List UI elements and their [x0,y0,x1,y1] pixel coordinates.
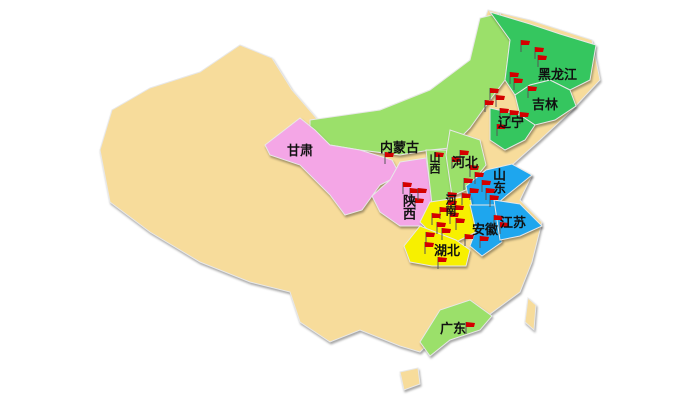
label-hubei: 湖北 [434,244,461,259]
red-flag-icon [449,212,459,224]
red-flag-icon [434,152,444,164]
red-flag-icon [513,78,523,90]
label-jiangsu: 江苏 [500,216,527,231]
red-flag-icon [479,236,489,248]
red-flag-icon [537,55,547,67]
label-gansu: 甘肃 [287,144,314,159]
red-flag-icon [431,213,441,225]
red-flag-icon [520,40,530,52]
taiwan [524,297,537,332]
label-guangdong: 广东 [440,322,467,337]
red-flag-icon [509,110,519,122]
red-flag-icon [499,108,509,120]
red-flag-icon [414,198,424,210]
red-flag-icon [534,47,544,59]
red-flag-icon [461,193,471,205]
region-guangdong[interactable] [419,299,493,357]
red-flag-icon [481,180,491,192]
region-jiangsu[interactable] [493,199,543,241]
label-jilin: 吉林 [532,98,559,113]
red-flag-icon [384,152,394,164]
red-flag-icon [464,234,474,246]
red-flag-icon [409,188,419,200]
label-liaoning: 辽宁 [498,116,525,131]
red-flag-icon [519,112,529,124]
red-flag-icon [417,188,427,200]
red-flag-icon [509,72,519,84]
region-hubei[interactable] [403,225,471,267]
red-flag-icon [436,222,446,234]
label-henan: 河南 [444,194,457,216]
red-flag-icon [489,195,499,207]
region-hebei[interactable] [445,129,487,197]
red-flag-icon [459,150,469,162]
label-shanxi: 山西 [428,152,441,174]
red-flag-icon [424,242,434,254]
label-heilongjiang: 黑龙江 [538,68,578,83]
red-flag-icon [485,188,495,200]
red-flag-icon [441,228,451,240]
flag-markers [384,40,547,334]
red-flag-icon [437,257,447,269]
red-flag-icon [499,222,509,234]
label-anhui: 安徽 [472,223,499,238]
label-shandong: 山东 [490,168,505,194]
red-flag-icon [463,178,473,190]
red-flag-icon [484,100,494,112]
hainan [399,367,421,391]
red-flag-icon [455,218,465,230]
red-flag-icon [465,322,475,334]
label-neimenggu: 内蒙古 [380,141,420,156]
red-flag-icon [425,232,435,244]
red-flag-icon [493,215,503,227]
red-flag-icon [402,182,412,194]
red-flag-icon [474,172,484,184]
red-flag-icon [469,165,479,177]
label-hebei: 河北 [452,156,479,171]
red-flag-icon [495,95,505,107]
red-flag-icon [527,86,537,98]
red-flag-icon [451,157,461,169]
red-flag-icon [489,88,499,100]
label-shaanxi: 陕西 [400,194,415,220]
red-flag-icon [496,124,506,136]
